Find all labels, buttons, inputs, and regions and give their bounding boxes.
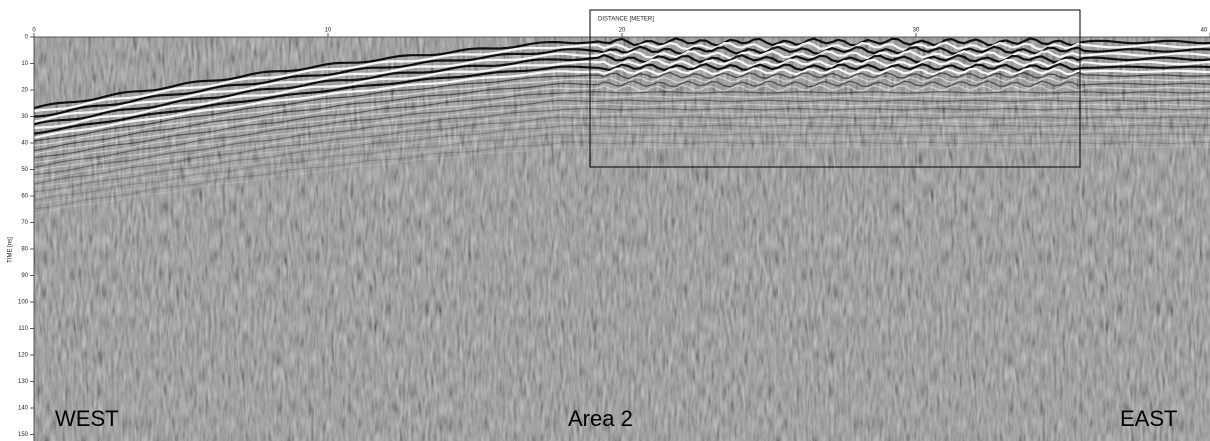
y-tick-label: 40 — [21, 141, 28, 147]
y-tick-label: 10 — [21, 61, 28, 67]
y-tick-label: 130 — [18, 379, 29, 385]
y-tick-label: 100 — [18, 300, 29, 306]
x-tick-label: 40 — [1201, 28, 1208, 34]
x-tick-label: 30 — [913, 28, 920, 34]
x-tick-label: 20 — [619, 28, 626, 34]
y-tick-label: 90 — [21, 273, 28, 279]
y-tick-label: 120 — [18, 353, 29, 359]
y-tick-label: 110 — [18, 326, 28, 332]
x-axis-label: DISTANCE [METER] — [598, 17, 654, 23]
east-label: EAST — [1120, 406, 1177, 431]
radargram-figure: DISTANCE [METER] TIME [ns] WEST Area 2 E… — [0, 0, 1210, 441]
x-tick-label: 10 — [325, 28, 332, 34]
x-tick-label: 0 — [32, 28, 36, 34]
west-label: WEST — [55, 406, 119, 431]
y-tick-label: 140 — [18, 406, 29, 412]
y-tick-label: 0 — [25, 35, 29, 41]
y-tick-label: 20 — [21, 88, 28, 94]
y-tick-label: 50 — [21, 167, 28, 173]
y-tick-label: 150 — [18, 432, 29, 438]
y-tick-label: 30 — [21, 114, 28, 120]
area-label: Area 2 — [568, 406, 633, 431]
y-axis-label: TIME [ns] — [8, 237, 14, 263]
y-tick-label: 60 — [21, 194, 28, 200]
y-tick-label: 80 — [21, 247, 28, 253]
y-tick-label: 70 — [21, 220, 28, 226]
